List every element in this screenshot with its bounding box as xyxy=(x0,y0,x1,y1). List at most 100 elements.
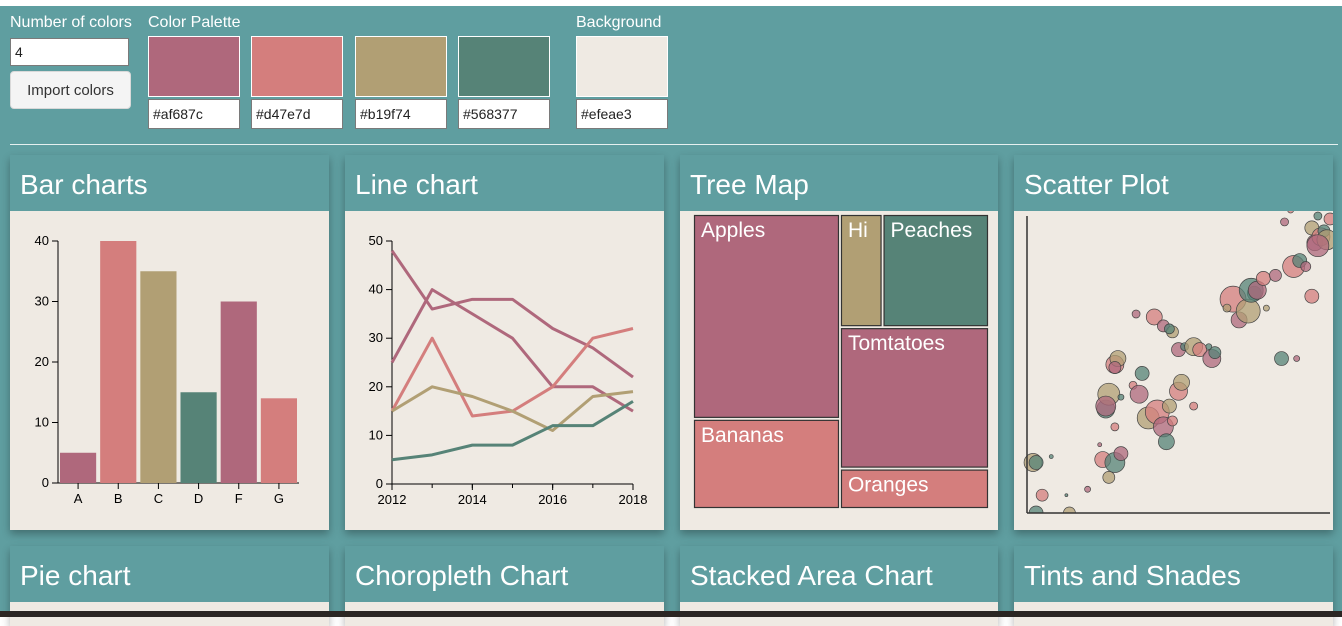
x-tick-label: C xyxy=(154,491,163,506)
scatter-point xyxy=(1110,422,1120,432)
scatter-point xyxy=(1102,471,1116,484)
palette-hex-input-3[interactable] xyxy=(355,99,447,129)
palette-swatch-4[interactable] xyxy=(458,36,550,97)
bar-chart-title: Bar charts xyxy=(20,169,148,200)
y-tick-label: 30 xyxy=(35,294,49,309)
bar-G xyxy=(260,398,297,483)
tree-map-svg: Apples Bananas Hi Peaches Tomtatoes Oranges xyxy=(693,214,989,509)
line-series-4 xyxy=(391,385,634,433)
palette-hex-input-1[interactable] xyxy=(148,99,240,129)
stacked-area-chart-card: Stacked Area Chart xyxy=(680,546,998,626)
line-chart-title: Line chart xyxy=(355,169,478,200)
bar-A xyxy=(60,452,97,483)
scatter-point xyxy=(1274,351,1289,366)
scatter-point xyxy=(1035,488,1049,502)
y-tick-label: 40 xyxy=(35,233,49,248)
scatter-point xyxy=(1117,393,1125,401)
scatter-point xyxy=(1084,485,1091,493)
x-tick-label: 2014 xyxy=(458,492,487,507)
palette-hex-input-4[interactable] xyxy=(458,99,550,129)
bar-chart-card: Bar charts 0 10 20 30 40 A B C D F G xyxy=(10,155,329,530)
scatter-point xyxy=(1134,366,1150,381)
y-tick-label: 20 xyxy=(369,379,383,394)
treemap-cell-oranges xyxy=(840,469,989,509)
scatter-plot-svg xyxy=(1023,211,1333,514)
palette-swatch-2[interactable] xyxy=(251,36,343,97)
treemap-label-oranges: Oranges xyxy=(848,474,929,497)
scatter-point xyxy=(1113,446,1129,461)
controls-divider xyxy=(10,144,1338,145)
y-tick-label: 0 xyxy=(376,476,383,491)
scatter-point xyxy=(1129,384,1149,404)
pie-chart-header: Pie chart xyxy=(10,546,329,602)
y-tick-label: 10 xyxy=(35,415,49,430)
line-series-3 xyxy=(390,327,634,418)
scatter-point xyxy=(1205,343,1213,351)
scatter-point xyxy=(1280,217,1289,227)
bar-C xyxy=(140,271,177,483)
stacked-area-chart-header: Stacked Area Chart xyxy=(680,546,998,602)
background-hex-input[interactable] xyxy=(576,99,668,129)
scatter-point xyxy=(1189,401,1198,411)
palette-swatch-1[interactable] xyxy=(148,36,240,97)
y-tick-label: 10 xyxy=(369,427,383,442)
x-tick-label: F xyxy=(235,491,243,506)
scatter-point xyxy=(1255,271,1271,286)
bar-D xyxy=(180,392,217,483)
scatter-point xyxy=(1287,211,1294,214)
x-tick-label: 2012 xyxy=(378,492,407,507)
scatter-point xyxy=(1235,298,1261,324)
scatter-plot-card: Scatter Plot xyxy=(1014,155,1333,530)
scatter-point xyxy=(1028,505,1044,513)
color-palette-label: Color Palette xyxy=(148,14,241,31)
bar-chart-svg: 0 10 20 30 40 A B C D F G xyxy=(35,233,299,506)
line-chart-header: Line chart xyxy=(345,155,664,211)
bar-chart-header: Bar charts xyxy=(10,155,329,211)
scatter-point xyxy=(1097,442,1103,448)
scatter-point xyxy=(1167,415,1178,427)
scatter-point xyxy=(1063,506,1076,513)
treemap-cell-peaches xyxy=(883,214,989,327)
scatter-point xyxy=(1192,342,1208,357)
scatter-point xyxy=(1300,261,1312,272)
line-series-1 xyxy=(390,288,634,413)
treemap-label-apples: Apples xyxy=(701,219,765,242)
treemap-cell-bananas xyxy=(693,419,840,509)
import-colors-button[interactable]: Import colors xyxy=(10,71,131,109)
x-tick-label: 2016 xyxy=(538,492,567,507)
scatter-point xyxy=(1323,212,1333,226)
scatter-point xyxy=(1173,373,1190,391)
scatter-point xyxy=(1064,493,1069,498)
scatter-plot-header: Scatter Plot xyxy=(1014,155,1333,211)
y-tick-label: 30 xyxy=(369,330,383,345)
x-tick-label: B xyxy=(114,491,123,506)
scatter-point xyxy=(1028,455,1044,470)
scatter-point xyxy=(1145,308,1163,326)
tree-map-card: Tree Map Apples Bananas Hi Peaches Tomtatoes… xyxy=(680,155,998,530)
palette-swatch-3[interactable] xyxy=(355,36,447,97)
scatter-point xyxy=(1293,355,1301,362)
line-series-5 xyxy=(391,400,634,462)
number-of-colors-input[interactable] xyxy=(10,38,129,66)
scatter-plot-title: Scatter Plot xyxy=(1024,169,1169,200)
background-swatch[interactable] xyxy=(576,36,668,97)
top-strip xyxy=(0,0,1342,6)
treemap-label-bananas: Bananas xyxy=(701,424,784,447)
scatter-point xyxy=(1158,433,1175,451)
tree-map-title: Tree Map xyxy=(690,169,809,200)
scatter-point xyxy=(1162,398,1177,414)
pie-chart-title: Pie chart xyxy=(20,560,131,591)
scatter-point xyxy=(1208,346,1222,359)
scatter-point xyxy=(1313,211,1323,221)
scatter-point xyxy=(1306,234,1330,258)
tints-and-shades-header: Tints and Shades xyxy=(1014,546,1333,602)
scatter-point xyxy=(1131,309,1141,319)
x-tick-label: D xyxy=(194,491,203,506)
y-tick-label: 20 xyxy=(35,354,49,369)
bottom-strip xyxy=(0,611,1342,617)
y-tick-label: 0 xyxy=(42,475,49,490)
x-tick-label: 2018 xyxy=(619,492,648,507)
treemap-label-peaches: Peaches xyxy=(891,219,973,242)
palette-hex-input-2[interactable] xyxy=(251,99,343,129)
choropleth-chart-card: Choropleth Chart xyxy=(345,546,664,626)
